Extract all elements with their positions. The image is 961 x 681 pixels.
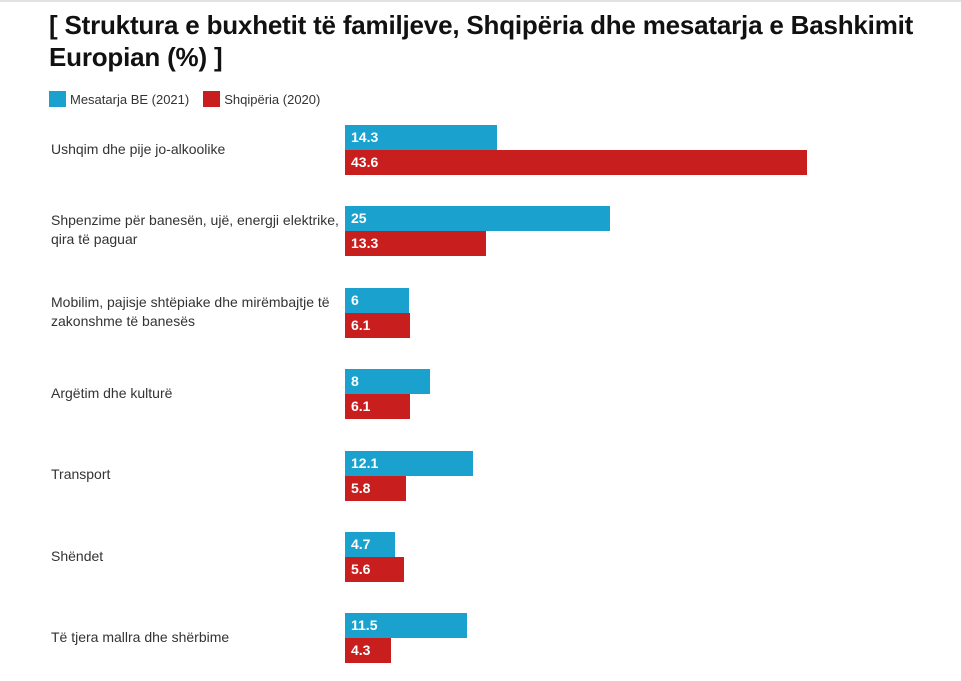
legend-swatch-albania — [203, 91, 221, 107]
data-label: 8 — [351, 373, 359, 390]
data-label: 6 — [351, 291, 359, 308]
data-label: 12.1 — [351, 454, 379, 471]
legend: Mesatarja BE (2021) Shqipëria (2020) — [49, 91, 334, 107]
chart-title: [ Struktura e buxhetit të familjeve, Shq… — [49, 10, 914, 72]
data-label: 6.1 — [351, 398, 371, 415]
bar-albania: 13.3 — [345, 231, 486, 257]
data-label: 25 — [351, 210, 367, 227]
bar-eu: 11.5 — [345, 613, 467, 639]
bar-albania: 6.1 — [345, 312, 410, 338]
bar-eu: 8 — [345, 369, 430, 395]
data-label: 14.3 — [351, 129, 379, 145]
bar-albania: 6.1 — [345, 394, 410, 420]
bar-eu: 4.7 — [345, 532, 395, 557]
category-label: Mobilim, pajisje shtëpiake dhe mirëmbajt… — [51, 293, 330, 329]
category-label: Shëndet — [51, 547, 104, 564]
bar-eu: 14.3 — [345, 125, 497, 150]
legend-label-eu: Mesatarja BE (2021) — [70, 91, 190, 107]
bar-albania: 43.6 — [345, 150, 807, 175]
category-label: Ushqim dhe pije jo-alkoolike — [51, 140, 226, 157]
data-label: 5.6 — [351, 561, 371, 577]
data-label: 11.5 — [351, 617, 378, 634]
data-label: 13.3 — [351, 235, 379, 252]
category-label: Transport — [51, 466, 111, 483]
data-label: 4.3 — [351, 642, 371, 659]
data-label: 6.1 — [351, 316, 371, 333]
bar-albania: 5.8 — [345, 475, 406, 501]
bar-eu: 12.1 — [345, 450, 473, 476]
bar-albania: 5.6 — [345, 557, 404, 582]
bar-eu: 6 — [345, 287, 409, 313]
data-label: 4.7 — [351, 536, 371, 552]
legend-item-eu: Mesatarja BE (2021) — [49, 91, 189, 107]
legend-item-albania: Shqipëria (2020) — [203, 91, 320, 107]
bar-eu: 25 — [345, 206, 610, 232]
data-label: 5.8 — [351, 479, 371, 496]
category-label: Argëtim dhe kulturë — [51, 384, 173, 401]
category-label: Shpenzime për banesën, ujë, energji elek… — [51, 212, 339, 248]
bar-albania: 4.3 — [345, 638, 391, 664]
data-label: 43.6 — [351, 154, 379, 170]
legend-label-albania: Shqipëria (2020) — [224, 91, 321, 107]
category-label: Të tjera mallra dhe shërbime — [51, 628, 230, 645]
legend-swatch-eu — [49, 91, 66, 107]
top-divider — [0, 0, 961, 2]
